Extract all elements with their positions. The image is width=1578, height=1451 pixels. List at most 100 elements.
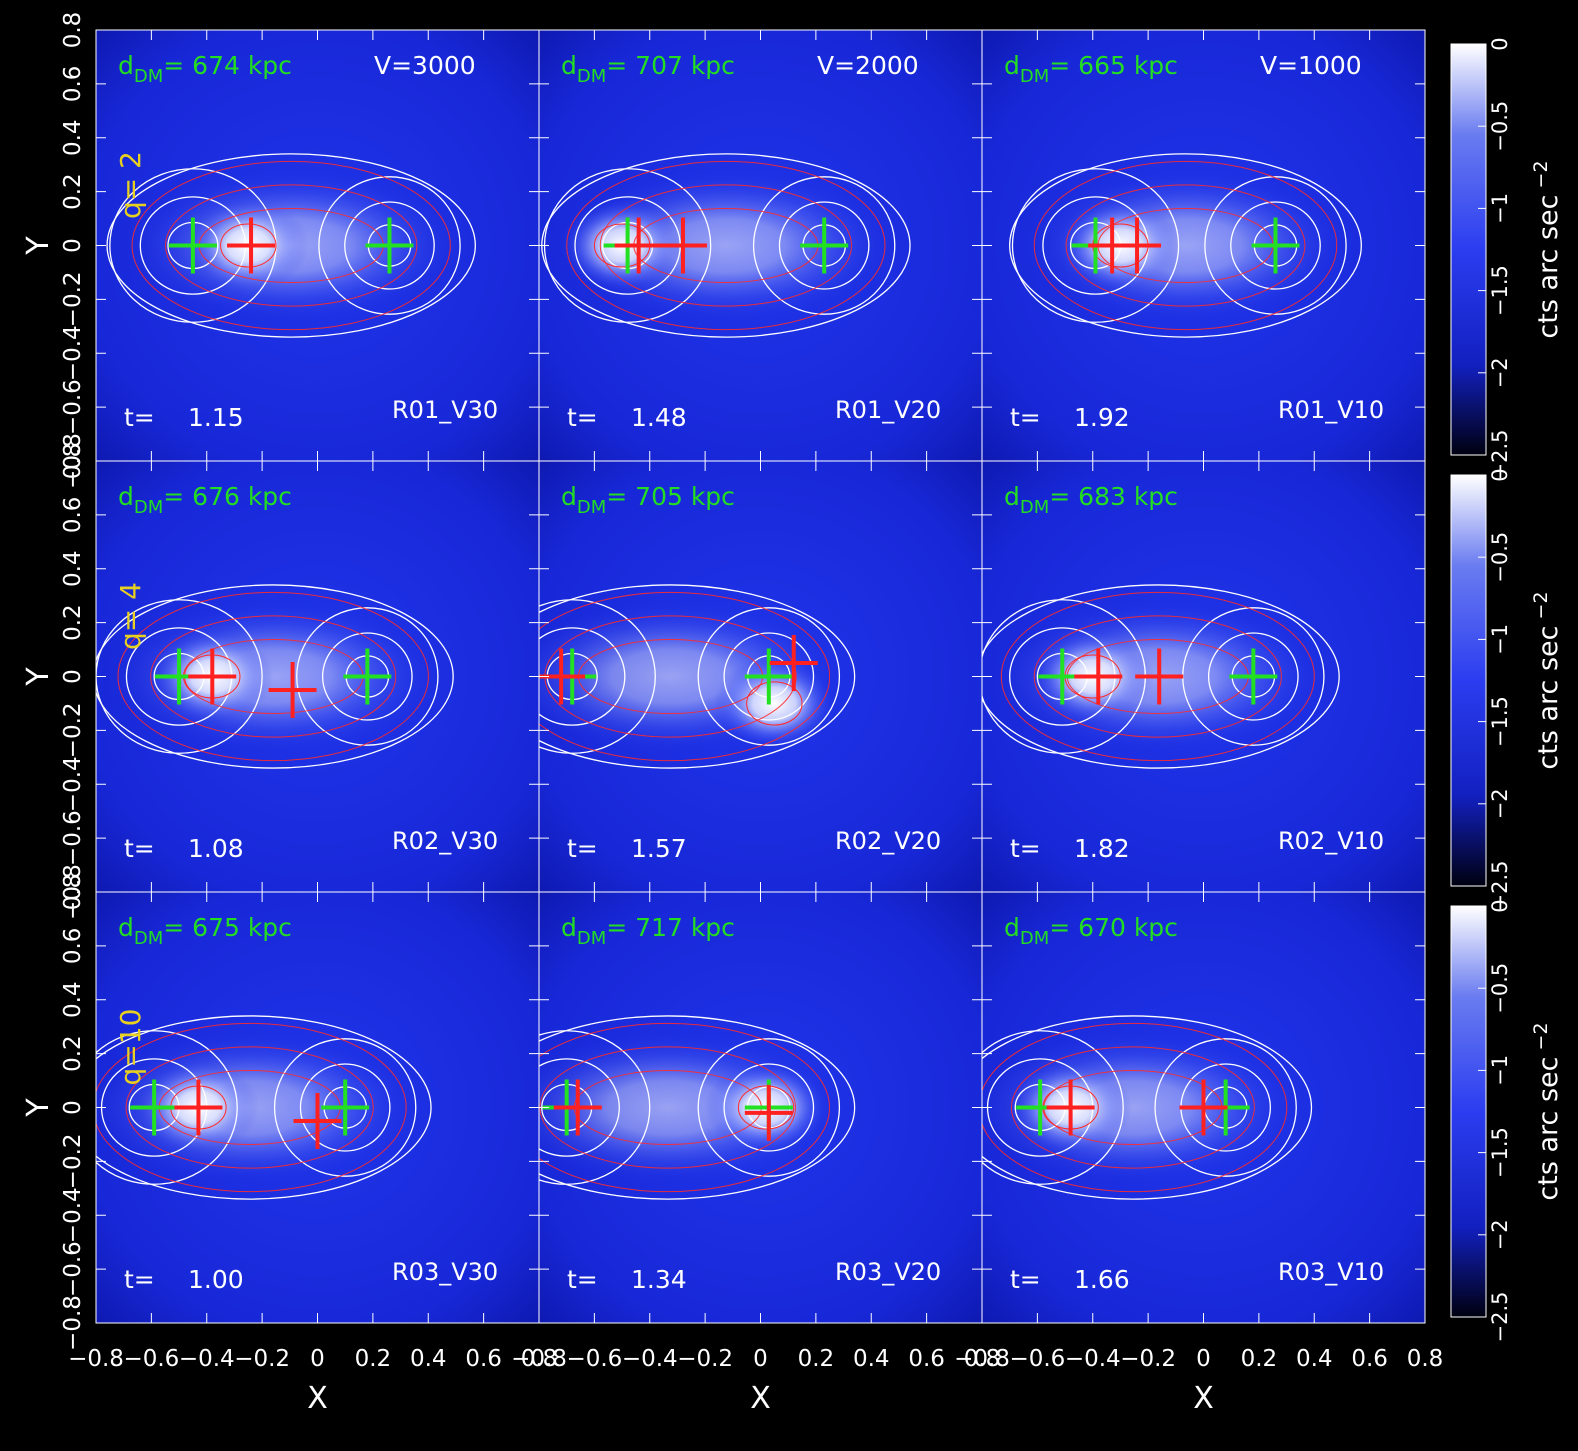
x-tick-label: 0.2 — [355, 1346, 392, 1372]
y-tick-label: 0.2 — [60, 1035, 86, 1072]
y-tick-label: 0.2 — [60, 173, 86, 210]
gas-contour — [539, 591, 831, 762]
colorbar-label: cts arc sec −2 — [1530, 1022, 1564, 1200]
dm-distance-value: = 675 kpc — [163, 913, 292, 942]
y-tick-label: −0.2 — [60, 271, 86, 327]
x-tick-label: 0.6 — [465, 1346, 502, 1372]
gas-contour — [566, 160, 886, 331]
time-prefix: t= — [567, 403, 598, 432]
colorbar — [1450, 474, 1487, 887]
dm-distance-subscript: DM — [134, 928, 163, 949]
panel-r03_v10: dDM= 670 kpc t= 1.66 R03_V10 — [981, 891, 1426, 1324]
colorbar-tick-label: 0 — [1488, 899, 1512, 912]
dm-distance-prefix: d — [561, 51, 577, 80]
dm-distance-value: = 705 kpc — [606, 482, 735, 511]
y-tick-label: −0.6 — [60, 1241, 86, 1297]
time-value: 1.66 — [1074, 1265, 1130, 1294]
dm-contour-sub — [321, 632, 413, 721]
panel-r02_v10: dDM= 683 kpc t= 1.82 R02_V10 — [981, 460, 1426, 893]
colorbar-tick-label: −2 — [1488, 357, 1512, 388]
colorbar-tick-label: −2.5 — [1488, 430, 1512, 481]
x-tick-label: −0.6 — [566, 1346, 622, 1372]
colorbar-tick-label: −1 — [1488, 624, 1512, 655]
dm-contour-sub — [723, 632, 815, 721]
y-tick-label: 0.4 — [60, 550, 86, 587]
dm-contour-sub — [296, 607, 439, 746]
time-value: 1.57 — [631, 834, 687, 863]
gas-contour — [982, 1022, 1288, 1193]
time-value: 1.82 — [1074, 834, 1130, 863]
dm-contour-main — [1011, 168, 1180, 323]
y-tick-label: 0 — [60, 1100, 86, 1115]
dm-distance-value: = 683 kpc — [1049, 482, 1178, 511]
x-tick-label: −0.8 — [68, 1346, 124, 1372]
panel-content — [541, 153, 911, 338]
y-tick-label: 0.4 — [60, 119, 86, 156]
dm-distance-subscript: DM — [1020, 928, 1049, 949]
colorbar-tick-label: −2.5 — [1488, 861, 1512, 912]
run-name: R01_V20 — [835, 396, 941, 424]
time-prefix: t= — [1010, 403, 1041, 432]
y-tick-label: −0.6 — [60, 379, 86, 435]
dm-distance-prefix: d — [1004, 51, 1020, 80]
colorbar-tick-label: −1.5 — [1488, 696, 1512, 747]
dm-distance-prefix: d — [561, 913, 577, 942]
gas-contour-core — [746, 681, 803, 726]
mass-ratio-label: q= 4 — [114, 582, 147, 650]
x-tick-label: 0.8 — [1407, 1346, 1444, 1372]
panel-content — [982, 1015, 1313, 1200]
dm-contour-outer — [106, 153, 476, 338]
gas-contour — [131, 160, 451, 331]
x-axis-title: X — [750, 1381, 771, 1416]
dm-distance-value: = 717 kpc — [606, 913, 735, 942]
y-tick-label: 0.8 — [60, 12, 86, 49]
x-axis-title: X — [307, 1381, 328, 1416]
dm-contour-sub — [273, 1038, 417, 1177]
colorbar-label-text: cts arc sec — [1533, 1056, 1564, 1200]
y-tick-label: −0.4 — [60, 1187, 86, 1243]
y-tick-label: 0.4 — [60, 981, 86, 1018]
dm-contour-sub — [697, 1038, 841, 1177]
gas-contour — [1065, 184, 1306, 307]
time-value: 1.34 — [631, 1265, 687, 1294]
y-tick-label: −0.8 — [60, 433, 86, 489]
dm-contour-sub — [778, 201, 870, 290]
gas-contour — [125, 1046, 374, 1169]
dm-contour-outer — [1009, 153, 1362, 338]
y-tick-label: −0.4 — [60, 325, 86, 381]
gas-contour — [96, 1022, 407, 1193]
dm-distance-label: dDM= 705 kpc — [561, 482, 735, 518]
panel-r03_v20: dDM= 717 kpc t= 1.34 R03_V20 — [538, 891, 983, 1324]
y-axis-title: Y — [21, 667, 56, 687]
velocity-label: V=1000 — [1260, 51, 1362, 80]
gas-core — [713, 657, 836, 750]
x-tick-label: 0.4 — [410, 1346, 447, 1372]
colorbar — [1450, 43, 1487, 456]
dm-distance-value: = 676 kpc — [163, 482, 292, 511]
gas-contour — [165, 184, 418, 307]
panel-content — [539, 1015, 856, 1200]
dm-contour-sub — [318, 176, 461, 315]
time-prefix: t= — [567, 834, 598, 863]
gas-contour — [599, 184, 853, 307]
dm-distance-prefix: d — [1004, 482, 1020, 511]
colorbar-tick-label: −1 — [1488, 1055, 1512, 1086]
dm-distance-value: = 674 kpc — [163, 51, 292, 80]
run-name: R02_V30 — [392, 827, 498, 855]
dm-distance-subscript: DM — [1020, 497, 1049, 518]
colorbar-tick-label: −1.5 — [1488, 1127, 1512, 1178]
colorbar-tick-label: −0.5 — [1488, 532, 1512, 583]
x-tick-label: −0.4 — [179, 1346, 235, 1372]
panel-content — [1009, 153, 1362, 338]
dm-distance-prefix: d — [118, 51, 134, 80]
run-name: R03_V10 — [1278, 1258, 1384, 1286]
dm-distance-label: dDM= 717 kpc — [561, 913, 735, 949]
time-value: 1.15 — [188, 403, 244, 432]
colorbar-tick-label: 0 — [1488, 468, 1512, 481]
gas-contour — [1033, 160, 1338, 331]
x-tick-label: 0.8 — [521, 1346, 558, 1372]
x-tick-label: −0.8 — [954, 1346, 1010, 1372]
colorbar-label: cts arc sec −2 — [1530, 591, 1564, 769]
x-tick-label: −0.4 — [1065, 1346, 1121, 1372]
y-tick-label: 0 — [60, 238, 86, 253]
